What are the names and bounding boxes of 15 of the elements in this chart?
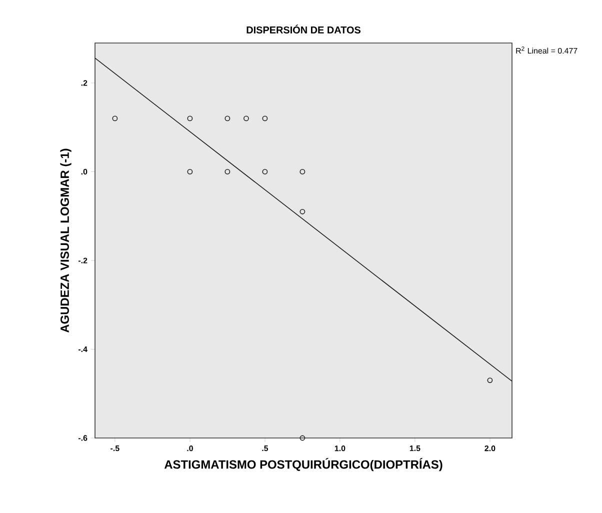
chart-title: DISPERSIÓN DE DATOS: [246, 24, 361, 34]
point: [487, 378, 493, 384]
point: [224, 169, 230, 174]
point: [300, 169, 306, 174]
point: [300, 435, 306, 441]
y-axis-title: AGUDEZA VISUAL LOGMAR (-1): [60, 148, 72, 333]
x-axis-title: ASTIGMATISMO POSTQUIRÚRGICO(DIOPTRÍAS): [164, 458, 442, 472]
point: [187, 116, 193, 122]
point: [300, 208, 306, 214]
point: [224, 116, 230, 122]
point: [244, 116, 249, 122]
point: [262, 169, 268, 174]
point: [187, 169, 193, 174]
point: [112, 116, 118, 122]
point: [262, 116, 268, 122]
